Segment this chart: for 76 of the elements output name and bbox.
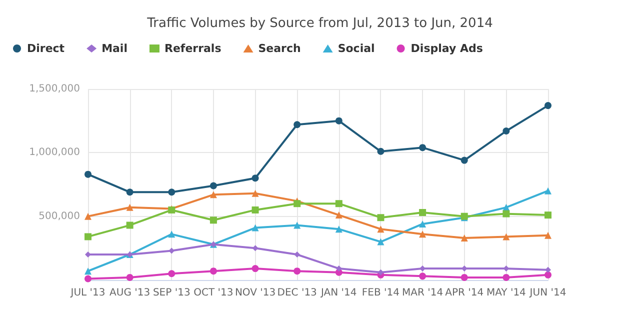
point: [126, 204, 134, 211]
point: [210, 191, 217, 198]
point: [294, 222, 301, 229]
point: [84, 170, 92, 178]
x-tick-label: MAR '14: [402, 288, 444, 298]
point: [377, 226, 384, 233]
point: [294, 268, 301, 275]
y-tick-label: 500,000: [38, 210, 80, 222]
point: [419, 209, 426, 216]
point: [419, 220, 426, 228]
point: [168, 270, 176, 278]
point: [168, 230, 176, 238]
x-tick-label: MAY '14: [486, 288, 526, 298]
point: [377, 148, 384, 155]
point: [84, 268, 92, 275]
point: [460, 274, 468, 281]
point: [84, 212, 92, 220]
point: [335, 200, 342, 208]
point: [502, 233, 510, 240]
point: [252, 190, 259, 197]
x-tick-label: DEC '13: [277, 288, 317, 298]
point: [252, 206, 259, 214]
point: [336, 266, 342, 272]
point: [335, 117, 342, 124]
x-tick-label: FEB '14: [362, 288, 400, 298]
point: [210, 182, 217, 190]
point: [545, 266, 551, 273]
point: [544, 102, 552, 110]
legend-label: Mail: [102, 42, 128, 55]
point: [502, 128, 510, 135]
x-tick-label: JUL '13: [70, 288, 106, 298]
point: [419, 230, 426, 238]
y-tick-label: 1,500,000: [29, 84, 80, 94]
point: [126, 274, 134, 281]
point: [210, 216, 217, 224]
point: [168, 188, 176, 196]
legend-label: Social: [338, 42, 375, 55]
x-tick-label: JAN '14: [320, 288, 357, 298]
point: [544, 232, 552, 239]
point: [335, 226, 342, 233]
point: [252, 224, 259, 232]
point: [419, 272, 426, 280]
x-tick-label: SEP '13: [152, 288, 190, 298]
point: [377, 238, 384, 246]
legend-label: Direct: [27, 42, 65, 55]
chart-title: Traffic Volumes by Source from Jul, 2013 to Jun, 2014: [146, 16, 493, 31]
point: [294, 252, 300, 258]
legend-label: Search: [258, 42, 301, 55]
point: [252, 245, 258, 252]
point: [419, 144, 426, 152]
point: [252, 265, 259, 272]
legend-label: Display Ads: [410, 42, 484, 55]
point: [377, 214, 384, 222]
point: [502, 210, 510, 218]
x-tick-label: APR '14: [445, 288, 484, 298]
y-tick-label: 1,000,000: [29, 147, 80, 158]
point: [84, 233, 92, 240]
legend-label: Referrals: [164, 42, 222, 55]
point: [335, 212, 342, 219]
point: [84, 275, 92, 282]
point: [460, 234, 468, 242]
point: [502, 274, 510, 281]
point: [252, 174, 259, 182]
point: [294, 121, 301, 128]
x-tick-label: JUN '14: [528, 288, 566, 298]
point: [544, 212, 552, 219]
x-tick-label: OCT '13: [194, 288, 234, 298]
point: [460, 156, 468, 164]
point: [294, 200, 301, 208]
x-tick-label: NOV '13: [234, 288, 276, 298]
point: [126, 188, 134, 196]
x-tick-label: AUG '13: [110, 288, 150, 298]
point: [544, 187, 552, 194]
point: [210, 268, 217, 275]
point: [544, 271, 552, 278]
point: [126, 222, 134, 229]
